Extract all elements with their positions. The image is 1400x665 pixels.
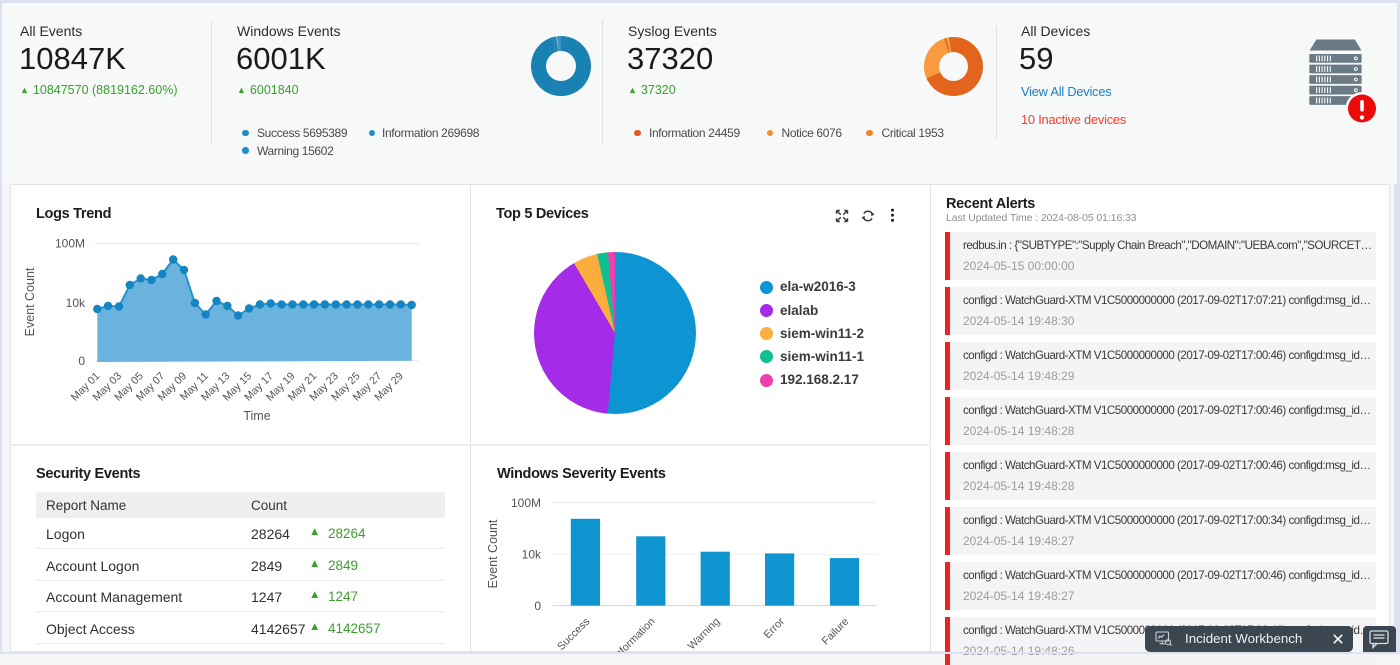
- svg-text:0: 0: [534, 599, 541, 613]
- svg-text:10k: 10k: [66, 296, 86, 310]
- svg-text:Error: Error: [761, 615, 787, 641]
- svg-text:0: 0: [78, 354, 85, 368]
- svg-text:10k: 10k: [522, 548, 542, 562]
- svg-text:Failure: Failure: [820, 616, 852, 648]
- svg-text:Event Count: Event Count: [486, 519, 500, 588]
- svg-text:Success: Success: [555, 615, 593, 652]
- svg-text:Time: Time: [243, 409, 270, 423]
- svg-text:100M: 100M: [55, 237, 85, 251]
- svg-text:Information: Information: [611, 616, 658, 652]
- svg-text:Warning: Warning: [686, 616, 723, 652]
- svg-text:100M: 100M: [511, 496, 541, 510]
- svg-text:Event Count: Event Count: [23, 267, 37, 336]
